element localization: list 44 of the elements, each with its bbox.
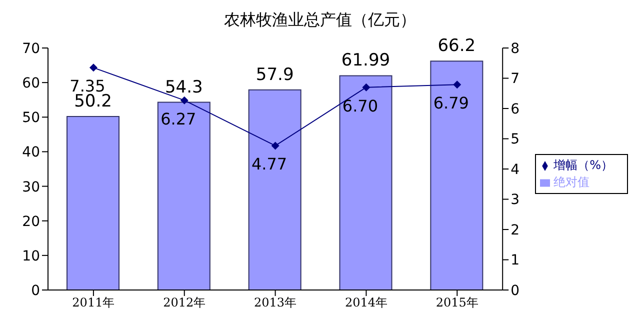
y-tick-label: 10 [22, 248, 40, 264]
chart-title: 农林牧渔业总产值（亿元） [223, 9, 417, 31]
point [362, 83, 370, 92]
bar [157, 102, 210, 290]
y2-tick-label: 2 [510, 222, 520, 238]
y2-tick-label: 8 [510, 40, 520, 57]
legend-label: 增幅（%） [554, 158, 613, 172]
data-label: 66.2 [438, 36, 476, 56]
y-tick-label: 0 [31, 282, 40, 299]
y-tick-label: 40 [22, 144, 40, 161]
bar [339, 75, 392, 290]
data-label: 57.9 [256, 64, 294, 85]
y2-tick-label: 4 [510, 162, 520, 178]
y-tick-label: 50 [22, 110, 40, 126]
data-label: 6.79 [433, 94, 469, 113]
y2-tick-label: 7 [510, 71, 520, 88]
point [271, 142, 280, 150]
y2-tick-label: 3 [510, 192, 520, 208]
y2-tick-label: 5 [510, 132, 520, 148]
data-label: 54.3 [164, 77, 203, 98]
point [89, 64, 98, 72]
y2-tick-label: 1 [510, 252, 520, 269]
data-label: 61.99 [341, 50, 390, 71]
x-tick-label: 2015年 [436, 296, 478, 310]
x-tick-label: 2012年 [163, 296, 206, 310]
y-tick-label: 60 [22, 76, 40, 92]
y-tick-label: 70 [22, 40, 40, 57]
bar [430, 60, 484, 290]
x-tick-label: 2013年 [254, 296, 297, 310]
point [453, 80, 462, 89]
y-tick-label: 20 [22, 214, 40, 230]
y-tick-label: 30 [22, 179, 40, 196]
x-tick-label: 2014年 [344, 296, 388, 310]
legend-label: 绝对值 [554, 175, 590, 189]
bar [66, 116, 120, 290]
y2-tick-label: 6 [510, 101, 520, 118]
point [180, 96, 188, 104]
bar [248, 89, 302, 290]
y2-tick-label: 0 [510, 282, 520, 299]
data-label: 50.2 [74, 91, 112, 112]
data-label: 6.27 [160, 109, 196, 128]
data-label: 4.77 [251, 154, 288, 174]
data-label: 6.70 [342, 96, 378, 116]
x-tick-label: 2011年 [72, 296, 115, 310]
